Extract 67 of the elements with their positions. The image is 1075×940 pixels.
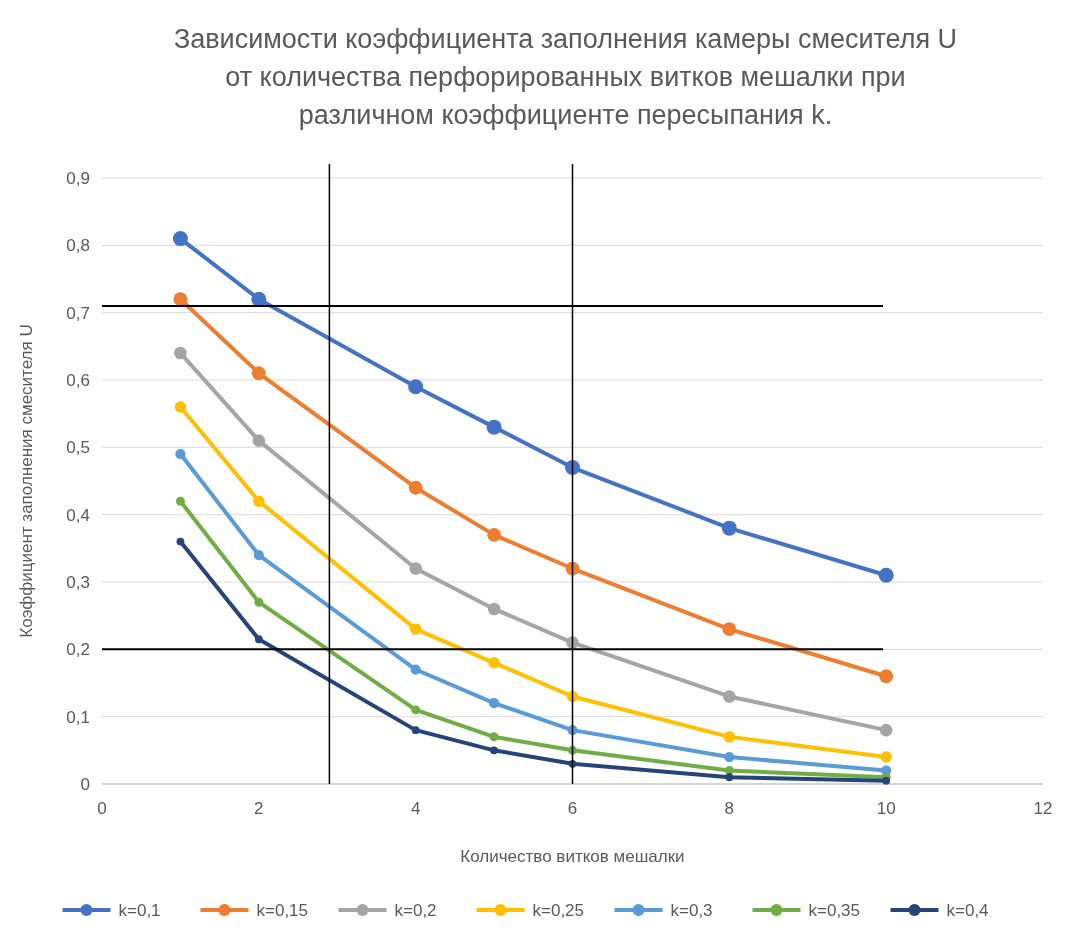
y-tick-label: 0,4 [66,505,90,525]
point [489,732,499,742]
legend-label: k=0,15 [256,900,309,920]
point [253,495,265,507]
point [490,746,498,755]
point [723,731,736,743]
point [878,567,894,583]
x-tick-label: 2 [254,799,264,818]
point [254,597,264,607]
point [175,496,185,506]
y-tick-label: 0,9 [66,168,90,188]
point [409,562,422,575]
legend-label: k=0,35 [808,900,861,920]
x-tick-label: 6 [567,799,578,818]
point [408,379,424,395]
legend-label: k=0,4 [946,900,989,920]
point [410,664,421,675]
point [882,776,891,785]
legend-label: k=0,25 [532,900,585,920]
point [723,690,736,703]
point [409,623,422,635]
point [487,527,501,542]
point [251,366,266,381]
point [488,657,500,669]
point [253,549,264,561]
point [411,726,420,735]
x-axis-title: Количество витков мешалки [460,847,685,866]
point [725,773,734,782]
x-tick-label: 0 [97,799,107,818]
point [879,723,893,737]
point [879,669,894,684]
legend-label: k=0,1 [118,900,161,920]
point [721,520,737,536]
x-tick-label: 12 [1033,799,1053,818]
y-tick-label: 0,8 [66,236,90,256]
y-tick-label: 0,1 [66,707,90,727]
chart-title: Зависимости коэффициента заполнения камеры смесителя U от количества перфорированных витков мешалки при различном коэффициенте пересыпания k. [173,24,958,130]
point [724,751,735,763]
x-tick-label: 4 [410,799,421,818]
legend-label: k=0,3 [670,900,713,920]
y-tick-label: 0,2 [66,640,90,660]
y-tick-label: 0,3 [66,572,90,592]
point [565,460,580,476]
point [408,480,423,495]
y-axis-title: Коэффициент заполнения смесителя U [17,324,36,638]
point [176,537,185,546]
point [174,401,187,413]
point [880,751,892,763]
point [488,698,500,709]
point [173,292,188,307]
y-tick-label: 0 [80,774,90,794]
point [487,602,501,616]
point [722,622,737,637]
point [486,419,502,435]
point [411,705,421,715]
point [251,291,267,307]
point [254,635,263,644]
point [172,231,188,247]
point [252,434,266,447]
x-tick-label: 10 [876,799,896,818]
y-tick-label: 0,7 [66,303,90,323]
legend-label: k=0,2 [394,900,437,920]
point [175,448,186,460]
y-tick-label: 0,6 [66,370,90,390]
y-tick-label: 0,5 [66,438,90,458]
point [174,346,187,360]
x-tick-label: 8 [724,799,735,818]
